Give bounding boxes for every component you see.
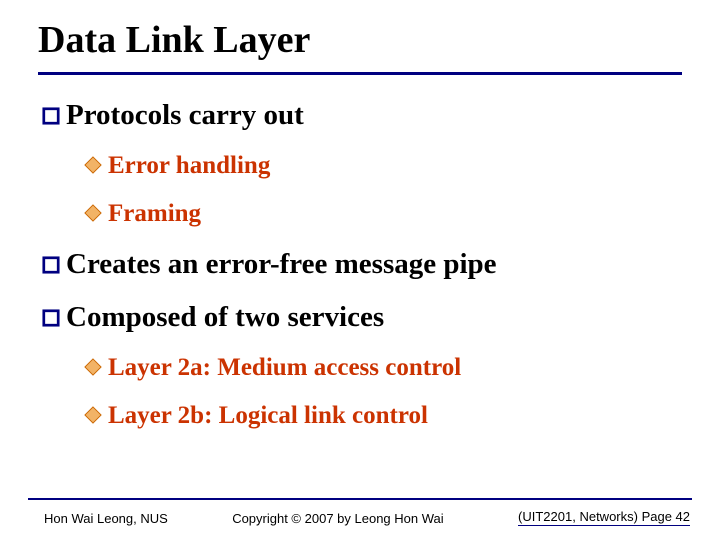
diamond-bullet-icon: [84, 156, 102, 174]
bullet-level2: Layer 2a: Medium access control: [84, 354, 682, 382]
bullet-text: Framing: [108, 200, 201, 228]
bullet-text: Layer 2a: Medium access control: [108, 354, 461, 382]
bullet-level2: Error handling: [84, 152, 682, 180]
diamond-bullet-icon: [84, 204, 102, 222]
slide: Data Link Layer Protocols carry out Erro…: [0, 0, 720, 540]
footer: Hon Wai Leong, NUS Copyright © 2007 by L…: [0, 499, 720, 526]
diamond-bullet-icon: [84, 358, 102, 376]
bullet-level1: Composed of two services: [42, 301, 682, 334]
sub-bullet-group: Error handling Framing: [42, 152, 682, 228]
bullet-text: Protocols carry out: [66, 99, 304, 132]
title-rule: [38, 72, 682, 75]
sub-bullet-group: Layer 2a: Medium access control Layer 2b…: [42, 354, 682, 430]
footer-copyright: Copyright © 2007 by Leong Hon Wai: [168, 499, 518, 526]
bullet-text: Creates an error-free message pipe: [66, 248, 497, 281]
square-bullet-icon: [42, 309, 60, 327]
footer-author: Hon Wai Leong, NUS: [30, 511, 168, 526]
bullet-text: Layer 2b: Logical link control: [108, 402, 428, 430]
bullet-level1: Protocols carry out: [42, 99, 682, 132]
bullet-level2: Layer 2b: Logical link control: [84, 402, 682, 430]
bullet-text: Composed of two services: [66, 301, 384, 334]
bullet-level2: Framing: [84, 200, 682, 228]
diamond-bullet-icon: [84, 406, 102, 424]
bullet-level1: Creates an error-free message pipe: [42, 248, 682, 281]
footer-row: Hon Wai Leong, NUS Copyright © 2007 by L…: [30, 499, 690, 526]
bullet-text: Error handling: [108, 152, 270, 180]
slide-title: Data Link Layer: [38, 18, 682, 62]
slide-content: Protocols carry out Error handling Frami…: [38, 99, 682, 430]
square-bullet-icon: [42, 107, 60, 125]
square-bullet-icon: [42, 256, 60, 274]
footer-page: (UIT2201, Networks) Page 42: [518, 509, 690, 526]
